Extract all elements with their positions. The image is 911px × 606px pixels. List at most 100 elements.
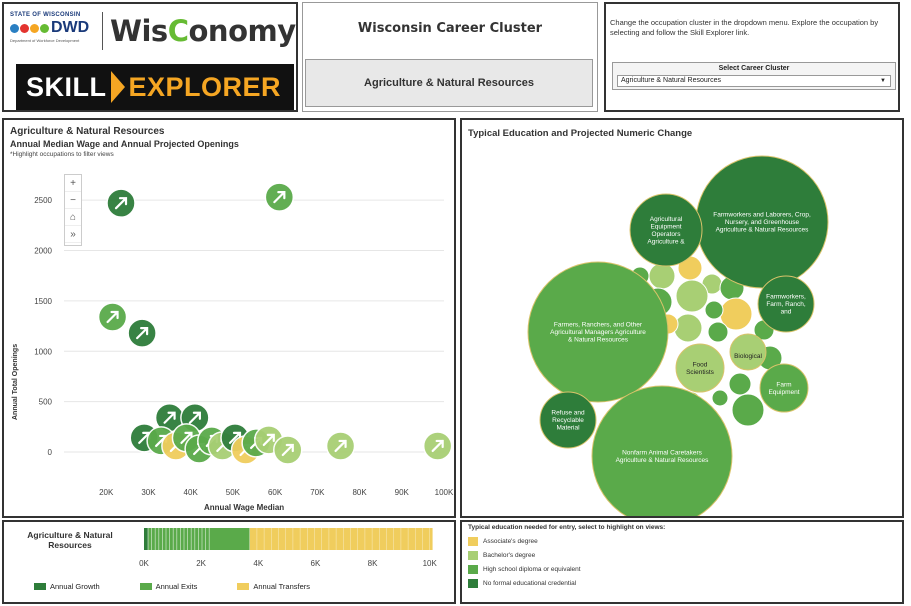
- bubble: [731, 393, 765, 427]
- x-tick-label: 70K: [310, 488, 325, 497]
- wisconomy-leaf-icon: C: [167, 14, 189, 48]
- legend-item-growth[interactable]: Annual Growth: [34, 582, 100, 591]
- bar-x-tick-label: 0K: [139, 559, 149, 568]
- dwd-state-label: STATE OF WISCONSIN: [10, 12, 81, 18]
- home-icon[interactable]: ⌂: [65, 209, 81, 226]
- y-tick-label: 0: [48, 448, 53, 457]
- bar-segment: [144, 528, 149, 550]
- x-tick-label: 50K: [226, 488, 241, 497]
- scatter-point: [422, 431, 453, 461]
- scatter-subtitle: Annual Median Wage and Annual Projected …: [10, 139, 239, 149]
- skill-explorer-logo[interactable]: SKILL EXPLORER: [16, 64, 294, 110]
- bubble-label: and: [781, 309, 792, 316]
- edu-label: Bachelor's degree: [483, 551, 536, 559]
- scatter-ylabel: Annual Total Openings: [12, 343, 19, 420]
- edu-item-bachelor[interactable]: Bachelor's degree: [468, 548, 581, 562]
- bubble: Farmworkers and Laborers, Crop,Nursery, …: [695, 155, 829, 289]
- cluster-select-dropdown[interactable]: Agriculture & Natural Resources ▼: [617, 75, 891, 87]
- legend-item-exits[interactable]: Annual Exits: [139, 582, 198, 591]
- bubble: Farmers, Ranchers, and OtherAgricultural…: [527, 261, 669, 403]
- bubble-chart[interactable]: Farmworkers and Laborers, Crop,Nursery, …: [462, 120, 902, 516]
- scatter-title: Agriculture & Natural Resources: [10, 126, 165, 137]
- bar-x-tick-label: 4K: [253, 559, 263, 568]
- zoom-out-button[interactable]: −: [65, 192, 81, 209]
- bubble: [711, 389, 729, 407]
- x-tick-label: 80K: [352, 488, 367, 497]
- explorer-word: EXPLORER: [128, 71, 282, 102]
- bubble: Biological: [729, 333, 767, 371]
- bubble-panel: Typical Education and Projected Numeric …: [460, 118, 904, 518]
- bubble-label: Agricultural Managers Agriculture: [550, 329, 646, 336]
- bar-segment: [249, 528, 433, 550]
- y-tick-label: 1500: [34, 297, 52, 306]
- scatter-panel: Agriculture & Natural Resources Annual M…: [2, 118, 456, 518]
- scatter-chart[interactable]: 0 500 1000 1500 2000 2500 20K 30K 40K 50K 60K 70K 80…: [4, 120, 454, 516]
- edu-item-highschool[interactable]: High school diploma or equivalent: [468, 562, 581, 576]
- bubble-label: Nonfarm Animal Caretakers: [622, 449, 703, 456]
- bubble-label: Agriculture & Natural Resources: [616, 457, 710, 464]
- bubble: [675, 279, 709, 313]
- scatter-xlabel: Annual Wage Median: [204, 503, 285, 512]
- bubble: [728, 372, 752, 396]
- bar-segment: [148, 528, 250, 550]
- cluster-select-group: Select Career Cluster Agriculture & Natu…: [612, 62, 896, 90]
- bubble-label: Agriculture & Natural Resources: [716, 227, 810, 234]
- bar-x-tick-label: 10K: [423, 559, 438, 568]
- arrow-right-icon: [110, 71, 125, 103]
- bar-panel: Agriculture & Natural Resources 0K 2K 4K 6K…: [2, 520, 456, 604]
- bubble: Farmworkers,Farm, Ranch,and: [757, 275, 815, 333]
- scatter-point: [127, 318, 157, 348]
- scatter-hint: *Highlight occupations to filter views: [10, 151, 114, 158]
- bubble-label: Farmworkers and Laborers, Crop,: [713, 212, 811, 219]
- y-tick-label: 500: [39, 398, 53, 407]
- bubble-label: & Natural Resources: [568, 337, 629, 344]
- selector-panel: Change the occupation cluster in the dro…: [604, 2, 900, 112]
- scatter-point: [264, 182, 295, 212]
- x-tick-label: 90K: [395, 488, 410, 497]
- bubble: [704, 300, 724, 320]
- instructions-text: Change the occupation cluster in the dro…: [610, 18, 879, 37]
- y-tick-label: 2500: [34, 196, 52, 205]
- bubble-label: Agriculture &: [647, 238, 685, 245]
- bubble-label: Recyclable: [552, 417, 584, 424]
- y-tick-label: 1000: [34, 347, 52, 356]
- bubble-label: Food: [693, 361, 708, 368]
- scatter-point: [273, 435, 303, 465]
- bar-chart[interactable]: 0K 2K 4K 6K 8K 10K: [4, 522, 454, 582]
- legend-item-transfers[interactable]: Annual Transfers: [237, 582, 310, 591]
- dwd-subtitle: Department of Workforce Development: [10, 38, 80, 43]
- bubble-label: Farm, Ranch,: [766, 301, 806, 308]
- education-legend-title: Typical education needed for entry, sele…: [468, 524, 666, 531]
- wisconomy-logo[interactable]: WisConomy: [110, 14, 296, 48]
- x-tick-label: 60K: [268, 488, 283, 497]
- education-legend-list: Associate's degree Bachelor's degree Hig…: [468, 534, 581, 590]
- zoom-in-button[interactable]: +: [65, 175, 81, 192]
- bubble-label: Scientists: [686, 369, 715, 376]
- current-cluster-label: Agriculture & Natural Resources: [305, 59, 593, 107]
- edu-item-associate[interactable]: Associate's degree: [468, 534, 581, 548]
- cluster-select-value: Agriculture & Natural Resources: [621, 77, 721, 84]
- x-tick-label: 40K: [184, 488, 199, 497]
- x-tick-label: 30K: [141, 488, 156, 497]
- scatter-point: [106, 188, 136, 218]
- wisconomy-post: onomy: [188, 14, 297, 48]
- wisconomy-pre: Wis: [110, 14, 168, 48]
- edu-item-noformal[interactable]: No formal educational credential: [468, 576, 581, 590]
- bubble-label: Biological: [734, 353, 762, 360]
- dwd-logo[interactable]: STATE OF WISCONSIN DWD Department of Wor…: [10, 12, 98, 52]
- bubble: AgriculturalEquipmentOperatorsAgricultur…: [629, 193, 703, 267]
- edu-label: No formal educational credential: [483, 579, 577, 587]
- education-legend-panel: Typical education needed for entry, sele…: [460, 520, 904, 604]
- legend-label: Annual Transfers: [253, 582, 311, 591]
- expand-icon[interactable]: »: [65, 226, 81, 243]
- legend-label: Annual Exits: [155, 582, 198, 591]
- x-tick-label: 20K: [99, 488, 114, 497]
- bubble-label: Farmers, Ranchers, and Other: [554, 322, 643, 329]
- bubble-label: Farmworkers,: [766, 294, 806, 301]
- bar-x-tick-label: 6K: [311, 559, 321, 568]
- caret-down-icon: ▼: [880, 78, 886, 84]
- cluster-select-label: Select Career Cluster: [718, 65, 790, 72]
